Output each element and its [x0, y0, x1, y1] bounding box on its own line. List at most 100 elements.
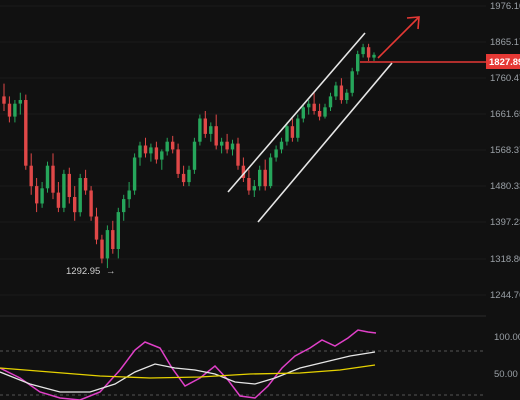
candle-bullish [209, 126, 213, 134]
candle-bullish [274, 149, 278, 158]
candle-bearish [181, 173, 186, 183]
candle-bearish [94, 216, 99, 240]
candlestick-series [2, 43, 376, 269]
candle-bullish [328, 96, 333, 108]
candle-bullish [361, 47, 365, 55]
candle-bullish [301, 107, 305, 119]
candle-bearish [2, 96, 6, 104]
candle-bullish [258, 169, 262, 187]
candle-bullish [345, 92, 349, 100]
low-price-arrow: → [106, 266, 116, 277]
candle-bearish [366, 47, 371, 58]
indicator-tick-label: 50.00 [494, 369, 518, 380]
candle-bullish [285, 126, 289, 142]
candle-bullish [40, 188, 44, 204]
indicator-slow-line [0, 364, 376, 379]
candle-bearish [263, 169, 267, 187]
projection-arrow-head [406, 16, 420, 30]
candle-bearish [247, 178, 251, 191]
candle-bullish [13, 103, 17, 117]
candle-bearish [225, 141, 229, 150]
indicator-mid-line [0, 351, 376, 393]
candle-bearish [56, 192, 61, 208]
candle-bearish [51, 165, 55, 193]
price-tick-label: 1318.80 [490, 254, 520, 265]
projection-arrow[interactable] [377, 16, 420, 59]
indicator-tick-label: 100.00 [494, 332, 520, 343]
price-tick-label: 1760.47 [490, 73, 520, 84]
candle-bearish [312, 103, 316, 111]
projection-arrow-shaft [377, 17, 419, 59]
candle-bullish [62, 173, 66, 208]
price-tick-label: 1976.10 [490, 1, 520, 12]
candle-bullish [127, 190, 131, 200]
candle-bearish [241, 165, 246, 178]
candle-bullish [323, 107, 327, 117]
candle-bearish [73, 197, 77, 213]
indicator-fast-line [0, 329, 377, 400]
candle-bullish [165, 141, 169, 152]
low-price-value: 1292.95 [66, 266, 100, 277]
price-tick-label: 1244.76 [490, 290, 520, 301]
candle-bearish [317, 111, 322, 117]
candle-bullish [138, 145, 142, 158]
candle-bullish [18, 100, 22, 104]
candle-bullish [230, 143, 235, 150]
low-price-annotation: 1292.95 → [66, 266, 115, 277]
candle-bullish [356, 54, 360, 72]
candle-bullish [220, 141, 224, 146]
channel-lower-line[interactable] [257, 62, 393, 223]
channel-upper-line[interactable] [227, 32, 366, 193]
candle-bullish [296, 118, 300, 138]
candle-bullish [252, 186, 256, 191]
price-tick-label: 1480.33 [490, 181, 520, 192]
candle-bullish [116, 212, 120, 249]
price-axis[interactable]: 1976.10 1865.17 1760.47 1661.65 1568.37 1480.… [490, 1, 520, 301]
candle-bullish [372, 54, 376, 58]
price-tick-label: 1397.23 [490, 217, 520, 228]
candle-bearish [154, 147, 159, 160]
candle-bearish [29, 165, 33, 187]
candle-bearish [203, 118, 207, 134]
candle-bearish [7, 103, 12, 117]
candle-bullish [350, 71, 354, 93]
candle-bullish [122, 199, 126, 213]
candle-bearish [89, 190, 93, 217]
candle-bearish [111, 230, 115, 249]
candle-bearish [214, 126, 218, 146]
candle-bullish [307, 103, 311, 108]
candle-bullish [279, 141, 284, 150]
candle-bearish [67, 173, 71, 197]
ascending-channel[interactable] [227, 32, 393, 223]
current-price-marker: 1827.89 [486, 54, 520, 69]
candle-bearish [176, 149, 180, 174]
candle-bearish [290, 126, 295, 138]
price-tick-label: 1568.37 [490, 145, 520, 156]
candle-bearish [100, 239, 104, 259]
candle-bearish [143, 145, 148, 154]
price-tick-label: 1865.17 [490, 37, 520, 48]
current-price-value: 1827.89 [489, 57, 520, 68]
candle-bullish [132, 157, 137, 191]
candle-bearish [236, 143, 240, 166]
indicator-panel [0, 315, 486, 400]
indicator-axis: 100.00 50.00 [494, 332, 520, 380]
candle-bullish [160, 151, 164, 160]
candle-bearish [35, 186, 39, 204]
candle-bullish [78, 178, 82, 213]
candle-bullish [105, 230, 110, 259]
candle-bullish [187, 169, 191, 183]
candle-bearish [83, 178, 88, 191]
candle-bullish [198, 118, 202, 142]
candle-bearish [339, 85, 344, 101]
candle-bearish [171, 141, 175, 150]
candle-bullish [45, 165, 50, 189]
current-price-badge [486, 54, 520, 69]
candle-bullish [268, 157, 273, 187]
candle-bearish [24, 100, 28, 166]
candle-bullish [334, 85, 338, 97]
candle-bullish [192, 141, 197, 170]
price-tick-label: 1661.65 [490, 109, 520, 120]
